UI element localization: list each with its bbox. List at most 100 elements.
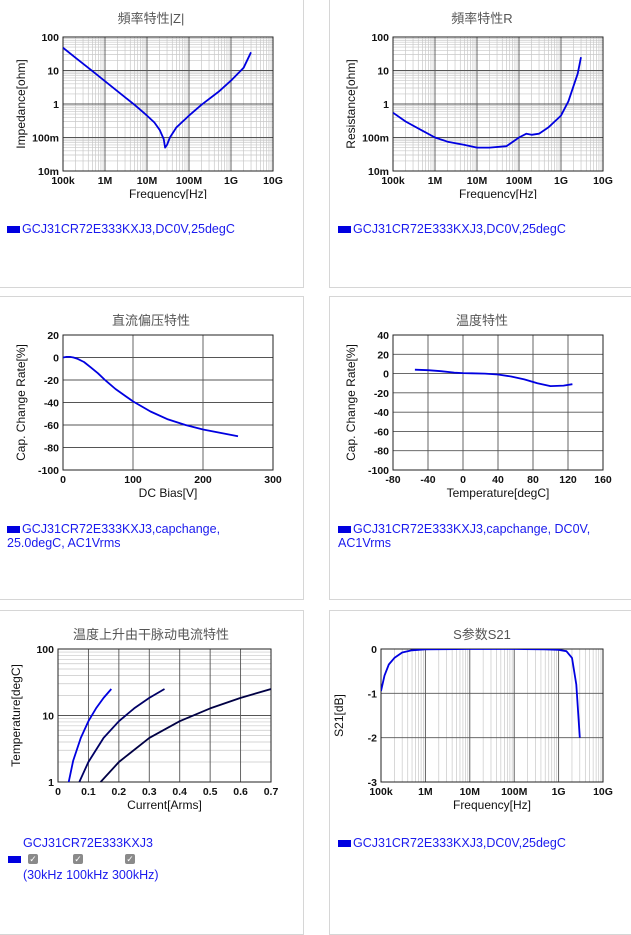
x-tick-label: 0.1 — [81, 786, 96, 798]
grid — [392, 36, 604, 172]
y-tick-label: 1 — [53, 99, 59, 111]
x-tick-label: 100M — [501, 786, 528, 798]
y-tick-label: -80 — [374, 446, 389, 458]
y-tick-label: 1 — [383, 99, 389, 111]
checkbox-suffix: ) — [154, 868, 159, 882]
series-line — [414, 368, 573, 387]
checkbox-prefix: ( — [23, 868, 28, 882]
y-axis-label: Cap. Change Rate[%] — [344, 344, 358, 461]
checkbox-label-30khz: 30kHz — [27, 868, 63, 882]
chart-title: S参数S21 — [453, 627, 511, 642]
legend-swatch — [338, 526, 351, 534]
x-tick-label: -40 — [420, 474, 435, 486]
x-tick-label: 10M — [460, 786, 481, 798]
y-tick-label: 10 — [42, 711, 54, 723]
x-tick-label: 1M — [418, 786, 433, 798]
y-axis-label: Resistance[ohm] — [344, 59, 358, 148]
x-tick-label: 1G — [224, 175, 238, 187]
panel-temperature: 温度特性 -80 -40 0 40 80 120 160 -100 -80 -60 -40 -20 0 2… — [329, 296, 631, 600]
x-tick-label: 0 — [460, 474, 466, 486]
legend: GCJ31CR72E333KXJ3,DC0V,25degC — [7, 222, 235, 236]
y-tick-label: -40 — [44, 398, 59, 410]
panel-s21: S参数S21 100k 1M 10M 100M 1G 10G -3 -2 -1 0 Frequenc… — [329, 610, 631, 935]
x-tick-label: 80 — [527, 474, 539, 486]
x-tick-label: 1G — [552, 786, 566, 798]
y-tick-label: -20 — [374, 388, 389, 400]
chart-title: 温度上升由干脉动电流特性 — [72, 627, 229, 642]
y-axis-label: Cap. Change Rate[%] — [14, 344, 28, 461]
plot-frame — [62, 36, 274, 172]
x-tick-label: 100 — [124, 474, 142, 486]
x-tick-label: 100k — [369, 786, 393, 798]
y-tick-label: 10 — [47, 66, 59, 78]
y-tick-label: 40 — [377, 330, 389, 342]
y-tick-label: 10 — [377, 66, 389, 78]
x-tick-label: 0.3 — [142, 786, 157, 798]
legend-label: GCJ31CR72E333KXJ3,capchange, DC0V, — [353, 522, 591, 536]
series-line — [63, 356, 239, 438]
x-tick-label: -80 — [385, 474, 400, 486]
y-tick-label: -60 — [374, 426, 389, 438]
y-tick-label: -2 — [368, 733, 377, 745]
legend-label: GCJ31CR72E333KXJ3,DC0V,25degC — [353, 222, 566, 236]
temperature-chart: -80 -40 0 40 80 120 160-100-80-60-40-2002040Te… — [344, 330, 612, 500]
plot-frame — [57, 648, 272, 783]
legend: GCJ31CR72E333KXJ3,capchange, DC0V, AC1Vr… — [338, 522, 590, 550]
legend-swatch — [8, 856, 21, 863]
y-tick-label: -1 — [368, 688, 377, 700]
y-tick-label: 0 — [371, 644, 377, 656]
x-tick-label: 10G — [593, 175, 613, 187]
legend-swatch — [338, 226, 351, 234]
grid — [62, 36, 274, 172]
chart-title: 頻率特性R — [451, 11, 513, 26]
y-tick-label: -40 — [374, 407, 389, 419]
series-line — [393, 57, 582, 149]
checkbox-label-300khz: 300kHz — [111, 868, 155, 882]
x-axis-label: Temperature[degC] — [447, 486, 550, 500]
checkbox-300khz[interactable]: ✓ — [125, 854, 135, 864]
x-tick-label: 0.2 — [112, 786, 127, 798]
y-tick-label: 100 — [41, 32, 59, 44]
grid — [380, 648, 604, 783]
grid — [392, 334, 604, 471]
y-tick-label: 10m — [368, 166, 389, 178]
x-tick-label: 100k — [51, 175, 75, 187]
legend-label-line2: 25.0degC, AC1Vrms — [7, 536, 121, 550]
x-tick-label: 10G — [593, 786, 613, 798]
legend-label-line2: AC1Vrms — [338, 536, 392, 550]
legend-label: GCJ31CR72E333KXJ3,DC0V,25degC — [22, 222, 235, 236]
y-tick-label: -3 — [368, 777, 377, 789]
x-axis-label: Frequency[Hz] — [129, 187, 207, 199]
legend-swatch — [7, 526, 20, 534]
grid — [62, 334, 274, 471]
legend-label: GCJ31CR72E333KXJ3,DC0V,25degC — [353, 836, 566, 850]
checkbox-30khz[interactable]: ✓ — [28, 854, 38, 864]
y-tick-label: 100 — [36, 644, 54, 656]
plot-frame — [62, 334, 274, 471]
y-tick-label: 20 — [47, 330, 59, 342]
y-tick-label: -100 — [38, 465, 59, 477]
y-tick-label: 0 — [383, 369, 389, 381]
legend-swatch — [338, 840, 351, 848]
y-tick-label: -100 — [368, 465, 389, 477]
plot-frame — [380, 648, 604, 783]
x-axis-label: Frequency[Hz] — [453, 798, 531, 812]
x-tick-label: 0.5 — [203, 786, 218, 798]
plot-frame — [392, 334, 604, 471]
chart-title: 温度特性 — [455, 313, 508, 328]
series-line — [63, 46, 252, 149]
series-line — [78, 688, 165, 782]
y-axis-label: S21[dB] — [332, 694, 346, 737]
checkbox-100khz[interactable]: ✓ — [73, 854, 83, 864]
ripple-current-chart: 0 0.1 0.2 0.3 0.4 0.5 0.6 0.7 1 10 100 Current[Arms… — [9, 644, 278, 812]
y-tick-label: 20 — [377, 349, 389, 361]
x-tick-label: 0.6 — [233, 786, 248, 798]
x-tick-label: 300 — [264, 474, 282, 486]
panel-impedance: 頻率特性|Z| 100k 1M 10M 100M 1G 10G 10m 100m 1 10 100 F… — [0, 0, 304, 288]
x-tick-label: 200 — [194, 474, 212, 486]
legend: GCJ31CR72E333KXJ3,DC0V,25degC — [338, 836, 566, 850]
x-axis-label: Current[Arms] — [127, 798, 202, 812]
x-tick-label: 100M — [506, 175, 533, 187]
x-tick-label: 0 — [55, 786, 61, 798]
y-tick-label: -20 — [44, 375, 59, 387]
